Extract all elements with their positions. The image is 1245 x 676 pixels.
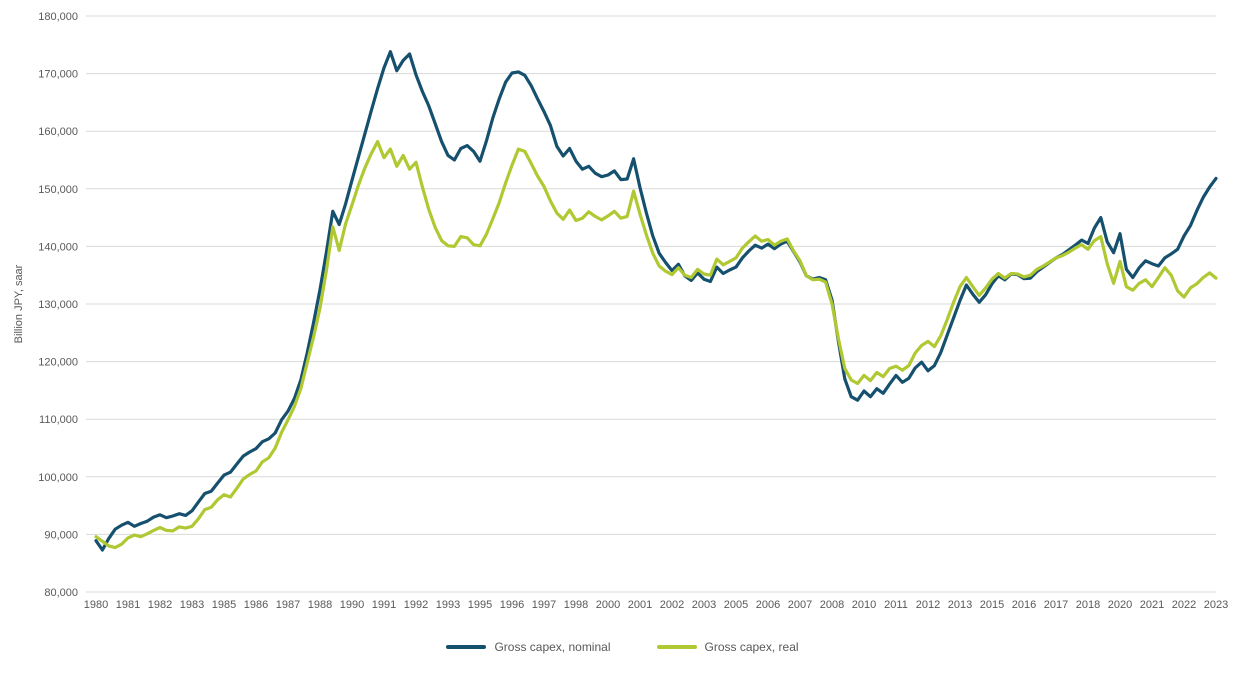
gridlines [86, 15, 1216, 593]
x-tick-label: 2005 [724, 599, 748, 611]
x-tick-label: 1985 [212, 599, 236, 611]
x-tick-label: 2016 [1012, 599, 1036, 611]
x-tick-label: 2010 [852, 599, 876, 611]
x-tick-label: 1993 [436, 599, 460, 611]
x-tick-label: 1995 [468, 599, 492, 611]
x-tick-label: 1996 [500, 599, 524, 611]
x-tick-label: 2022 [1172, 599, 1196, 611]
x-tick-label: 1981 [116, 599, 140, 611]
y-tick-label: 160,000 [38, 126, 78, 138]
x-tick-label: 2001 [628, 599, 652, 611]
x-tick-label: 2015 [980, 599, 1004, 611]
x-tick-label: 2007 [788, 599, 812, 611]
series-line-nominal [94, 50, 1218, 552]
x-tick-label: 2003 [692, 599, 716, 611]
x-tick-label: 1992 [404, 599, 428, 611]
y-axis-tick-labels: 80,000 90,000 100,000 110,000 120,000 130,000… [38, 11, 78, 599]
x-tick-label: 2012 [916, 599, 940, 611]
x-tick-label: 2006 [756, 599, 780, 611]
x-tick-label: 1998 [564, 599, 588, 611]
y-tick-label: 80,000 [44, 587, 78, 599]
y-tick-label: 150,000 [38, 184, 78, 196]
x-tick-label: 2023 [1204, 599, 1228, 611]
y-tick-label: 170,000 [38, 69, 78, 81]
x-tick-label: 1990 [340, 599, 364, 611]
x-tick-label: 1991 [372, 599, 396, 611]
x-axis-tick-labels: 1980 1981 1982 1983 1985 1986 1987 1988 1990 1991… [84, 599, 1228, 611]
x-tick-label: 2020 [1108, 599, 1132, 611]
legend-item-real: Gross capex, real [656, 640, 799, 654]
series-line-real [94, 140, 1218, 550]
y-tick-label: 130,000 [38, 299, 78, 311]
legend-item-nominal: Gross capex, nominal [446, 640, 611, 654]
legend-label-nominal: Gross capex, nominal [494, 640, 611, 654]
y-axis-title: Billion JPY, saar [13, 264, 25, 343]
x-tick-label: 2002 [660, 599, 684, 611]
x-tick-label: 2011 [884, 599, 908, 611]
x-tick-label: 1988 [308, 599, 332, 611]
real-line-swatch [656, 644, 697, 650]
x-tick-label: 1982 [148, 599, 172, 611]
series-lines [94, 50, 1218, 552]
x-tick-label: 1980 [84, 599, 108, 611]
x-tick-label: 1997 [532, 599, 556, 611]
x-tick-label: 2017 [1044, 599, 1068, 611]
y-tick-label: 90,000 [44, 529, 78, 541]
x-tick-label: 2018 [1076, 599, 1100, 611]
x-tick-label: 2021 [1140, 599, 1164, 611]
y-tick-label: 100,000 [38, 472, 78, 484]
x-tick-label: 2013 [948, 599, 972, 611]
x-tick-label: 1987 [276, 599, 300, 611]
x-tick-label: 2008 [820, 599, 844, 611]
x-tick-label: 2000 [596, 599, 620, 611]
legend: Gross capex, nominal Gross capex, real [0, 640, 1245, 654]
y-tick-label: 140,000 [38, 241, 78, 253]
y-tick-label: 120,000 [38, 357, 78, 369]
x-tick-label: 1983 [180, 599, 204, 611]
y-tick-label: 110,000 [39, 414, 78, 426]
legend-label-real: Gross capex, real [704, 640, 799, 654]
y-tick-label: 180,000 [38, 11, 78, 23]
nominal-line-swatch [446, 644, 487, 650]
x-tick-label: 1986 [244, 599, 268, 611]
